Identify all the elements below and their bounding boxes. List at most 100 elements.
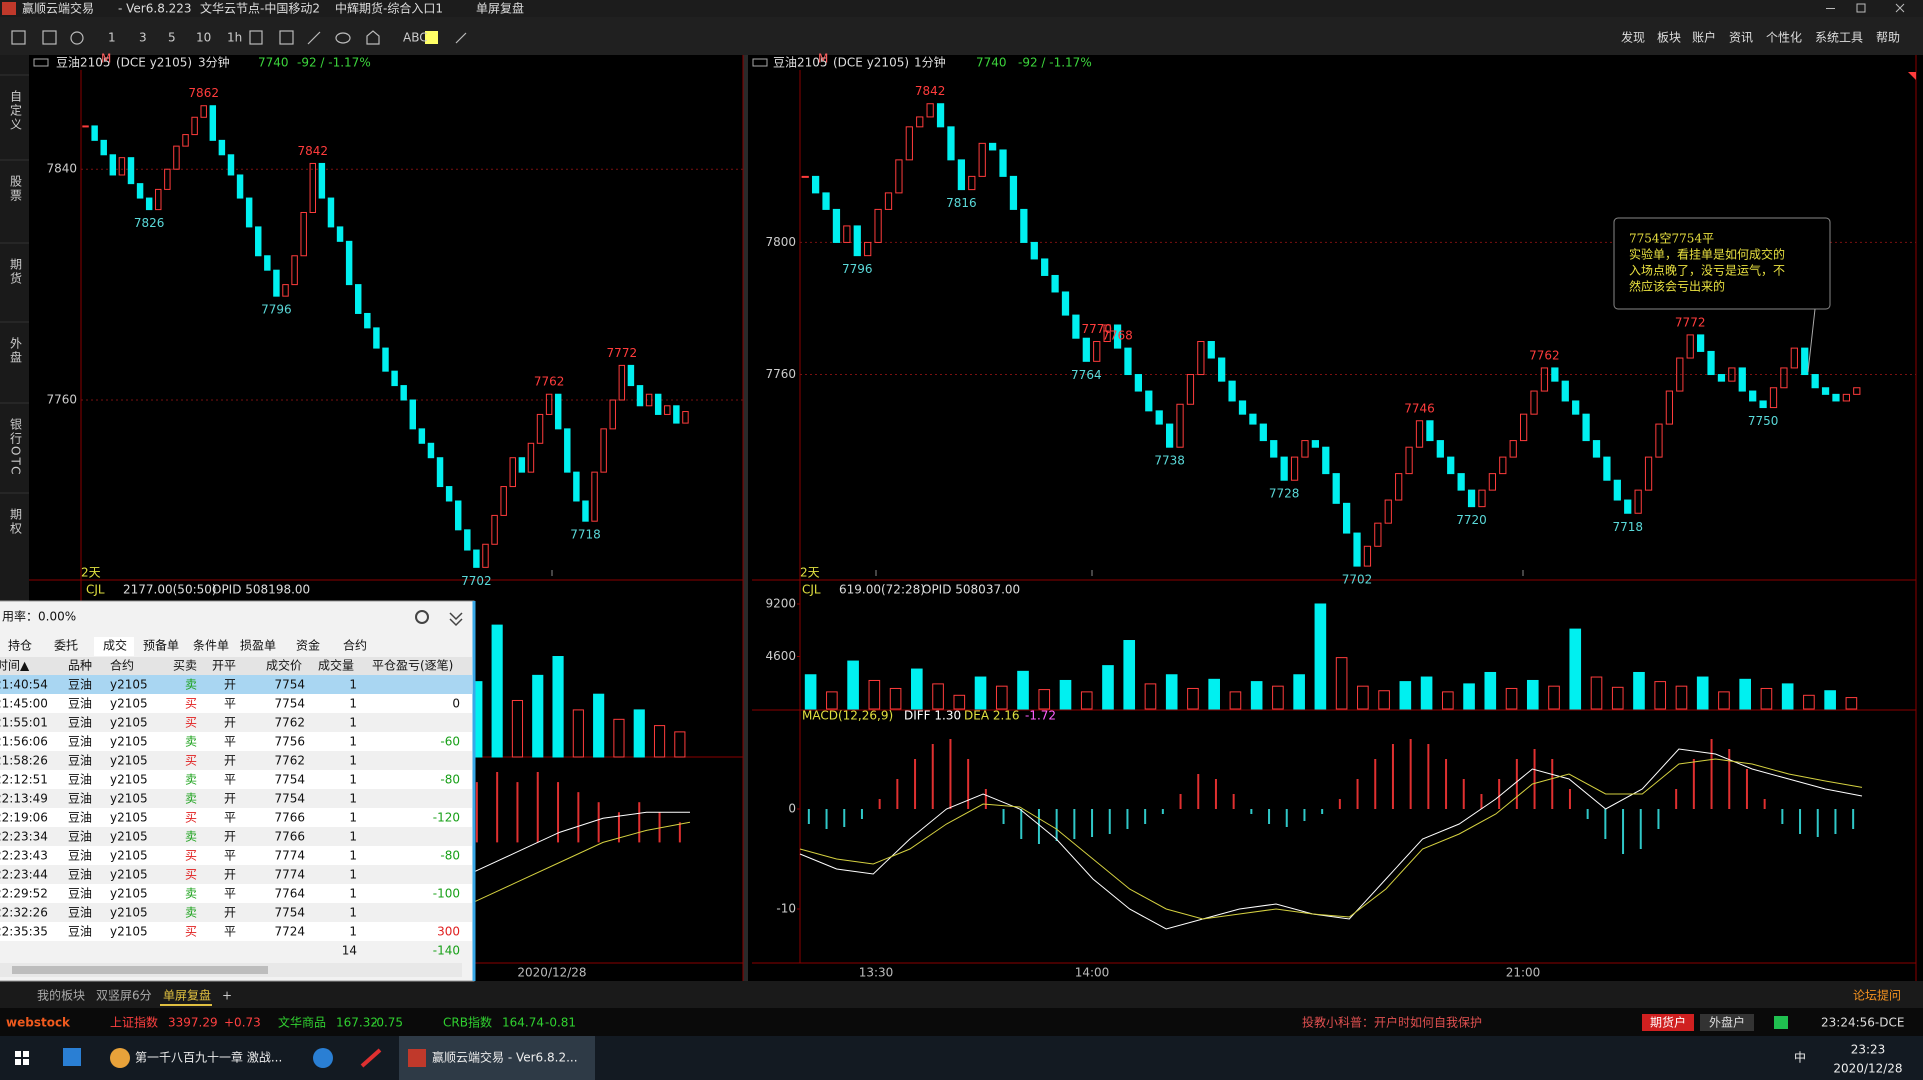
taskbar-icon[interactable] <box>63 1048 81 1066</box>
forum-link[interactable]: 论坛提问 <box>1853 988 1901 1003</box>
icon[interactable] <box>307 31 321 45</box>
chart-header-period[interactable]: 1分钟 <box>914 55 946 70</box>
column-header[interactable]: 平仓盈亏(逐笔) <box>372 658 453 673</box>
trades-tab[interactable]: 持仓 <box>8 638 32 653</box>
candle <box>355 284 362 314</box>
start-button[interactable] <box>15 1051 29 1065</box>
task-item[interactable]: 第一千八百九十一章 激战... <box>135 1050 282 1065</box>
trades-tab[interactable]: 合约 <box>343 638 367 653</box>
volume-bar <box>674 731 686 758</box>
volume-bar <box>1739 678 1751 710</box>
candle <box>1103 324 1111 343</box>
macd-name[interactable]: MACD(12,26,9) <box>802 709 893 723</box>
table-row[interactable] <box>0 827 472 846</box>
trades-tab[interactable]: 预备单 <box>143 639 179 653</box>
column-header[interactable]: 成交量 <box>318 658 354 673</box>
settings-button[interactable] <box>415 610 429 624</box>
table-row[interactable] <box>0 808 472 827</box>
table-row[interactable] <box>0 922 472 941</box>
table-row[interactable] <box>0 713 472 732</box>
menu-item[interactable]: 板块 <box>1657 31 1681 45</box>
workspace-tab[interactable]: 单屏复盘 <box>163 988 211 1003</box>
restore[interactable] <box>1856 3 1866 13</box>
high-label: 7770 <box>1081 322 1112 336</box>
account-button[interactable]: 外盘户 <box>1709 1015 1745 1030</box>
table-row[interactable] <box>0 903 472 922</box>
candle <box>1790 347 1798 369</box>
icon[interactable] <box>70 31 84 45</box>
table-row[interactable] <box>0 789 472 808</box>
table-row[interactable] <box>0 732 472 751</box>
volume-name[interactable]: CJL <box>802 583 821 597</box>
menu-item[interactable]: 个性化 <box>1766 31 1802 45</box>
column-header[interactable]: 成交价 <box>266 658 302 673</box>
trades-tab[interactable]: 损盈单 <box>240 639 276 653</box>
menu-item[interactable]: 系统工具 <box>1815 31 1863 45</box>
sidebar-tab[interactable]: 股票 <box>9 175 23 203</box>
sidebar-tab[interactable]: 银行OTC <box>9 418 23 477</box>
workspace-tab[interactable]: 双竖屏6分 <box>96 989 152 1003</box>
workspace-tab[interactable]: 我的板块 <box>37 988 85 1003</box>
table-row[interactable] <box>0 675 472 694</box>
menu-item[interactable]: 资讯 <box>1729 31 1753 45</box>
sidebar-tab[interactable]: 期权 <box>9 508 23 536</box>
task-item[interactable]: 赢顺云端交易 - Ver6.8.2... <box>432 1050 578 1065</box>
candle <box>1280 456 1288 481</box>
icon[interactable] <box>11 30 26 45</box>
toolbar-button[interactable]: ABC <box>403 31 428 45</box>
notice[interactable]: 投教小科普：开户时如何自我保护 <box>1302 1015 1482 1030</box>
icon[interactable] <box>455 32 467 44</box>
toolbar-button[interactable]: 5 <box>168 31 176 45</box>
trades-tab[interactable]: 条件单 <box>193 639 229 653</box>
column-header[interactable]: 开平 <box>212 659 236 673</box>
table-row[interactable] <box>0 694 472 713</box>
toolbar-button[interactable]: 1h <box>227 31 242 45</box>
close[interactable] <box>1895 3 1905 13</box>
toolbar-button[interactable]: 1 <box>108 31 116 45</box>
volume-name[interactable]: CJL <box>86 583 105 597</box>
table-cell: y2105 <box>110 735 148 749</box>
candle <box>1853 387 1861 395</box>
table-row[interactable] <box>0 846 472 865</box>
table-row[interactable] <box>0 865 472 884</box>
sidebar-tab[interactable]: 期货 <box>9 258 23 286</box>
account-button[interactable]: 期货户 <box>1650 1015 1686 1030</box>
table-row[interactable] <box>0 751 472 770</box>
icon[interactable] <box>249 30 263 45</box>
column-header[interactable]: 时间▲ <box>0 659 30 673</box>
sidebar-tab[interactable]: 自定义 <box>9 90 23 132</box>
volume-bar <box>1781 683 1794 710</box>
minimize[interactable] <box>1826 8 1835 9</box>
title-text: 单屏复盘 <box>476 1 524 16</box>
scrollbar-thumb[interactable] <box>12 966 268 974</box>
candle <box>127 157 135 185</box>
table-row[interactable] <box>0 884 472 903</box>
toolbar-button[interactable]: 10 <box>196 31 211 45</box>
volume-bar <box>1229 691 1242 710</box>
trades-tab[interactable]: 成交 <box>103 638 127 653</box>
icon[interactable] <box>366 30 380 45</box>
table-row[interactable] <box>0 770 472 789</box>
table-cell: 豆油 <box>68 773 92 787</box>
icon[interactable] <box>42 30 57 45</box>
sidebar-tab[interactable]: 外盘 <box>9 337 23 365</box>
trades-tab[interactable]: 委托 <box>54 639 78 653</box>
icon[interactable] <box>335 32 351 44</box>
column-header[interactable]: 品种 <box>68 659 92 673</box>
ime[interactable]: 中 <box>1794 1050 1806 1065</box>
trades-tab[interactable]: 资金 <box>296 638 320 653</box>
column-header[interactable]: 合约 <box>110 658 134 673</box>
icon[interactable] <box>279 30 294 45</box>
annotation-box <box>1613 217 1831 310</box>
menu-item[interactable]: 发现 <box>1621 30 1645 45</box>
add-tab[interactable]: + <box>222 989 232 1003</box>
menu-item[interactable]: 账户 <box>1692 30 1716 45</box>
column-header[interactable]: 买卖 <box>173 659 197 673</box>
collapse-button[interactable] <box>449 612 463 627</box>
low-label: 7796 <box>261 303 292 317</box>
toolbar-button[interactable]: 3 <box>139 31 147 45</box>
chart-header-period[interactable]: 3分钟 <box>198 55 230 70</box>
menu-item[interactable]: 帮助 <box>1876 31 1900 45</box>
color-icon[interactable] <box>425 31 438 44</box>
active-task[interactable] <box>399 1036 595 1080</box>
